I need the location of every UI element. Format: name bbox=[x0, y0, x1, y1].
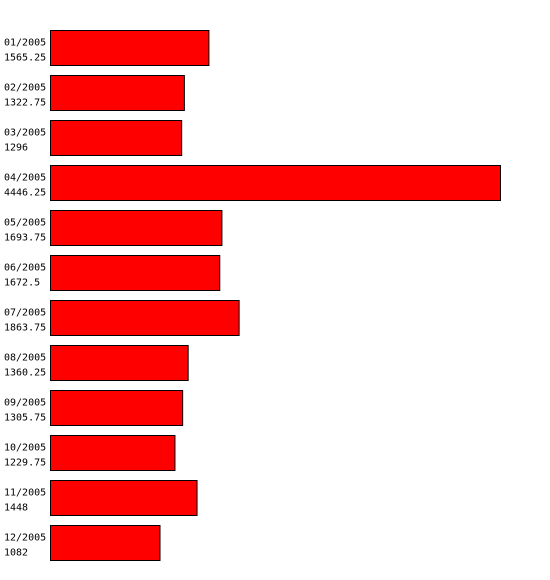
value-label: 1082 bbox=[4, 548, 28, 559]
bar bbox=[50, 120, 183, 156]
value-label: 1448 bbox=[4, 503, 28, 514]
value-label: 1296 bbox=[4, 143, 28, 154]
bar bbox=[50, 75, 185, 111]
value-label: 1863.75 bbox=[4, 323, 46, 334]
value-label: 1693.75 bbox=[4, 233, 46, 244]
value-label: 1305.75 bbox=[4, 413, 46, 424]
value-label: 1565.25 bbox=[4, 53, 46, 64]
category-label: 10/2005 bbox=[4, 443, 46, 454]
category-label: 01/2005 bbox=[4, 38, 46, 49]
bar bbox=[50, 345, 189, 381]
category-label: 08/2005 bbox=[4, 353, 46, 364]
bar bbox=[50, 210, 223, 246]
bar bbox=[50, 255, 221, 291]
category-label: 05/2005 bbox=[4, 218, 46, 229]
bar bbox=[50, 435, 176, 471]
bar bbox=[50, 390, 184, 426]
category-label: 04/2005 bbox=[4, 173, 46, 184]
value-label: 1360.25 bbox=[4, 368, 46, 379]
category-label: 07/2005 bbox=[4, 308, 46, 319]
category-label: 02/2005 bbox=[4, 83, 46, 94]
value-label: 1229.75 bbox=[4, 458, 46, 469]
bar bbox=[50, 165, 501, 201]
bar bbox=[50, 30, 210, 66]
value-label: 4446.25 bbox=[4, 188, 46, 199]
category-label: 12/2005 bbox=[4, 533, 46, 544]
category-label: 11/2005 bbox=[4, 488, 46, 499]
bar bbox=[50, 525, 161, 561]
value-label: 1322.75 bbox=[4, 98, 46, 109]
category-label: 06/2005 bbox=[4, 263, 46, 274]
value-label: 1672.5 bbox=[4, 278, 40, 289]
category-label: 09/2005 bbox=[4, 398, 46, 409]
bar bbox=[50, 480, 198, 516]
category-label: 03/2005 bbox=[4, 128, 46, 139]
bar bbox=[50, 300, 240, 336]
